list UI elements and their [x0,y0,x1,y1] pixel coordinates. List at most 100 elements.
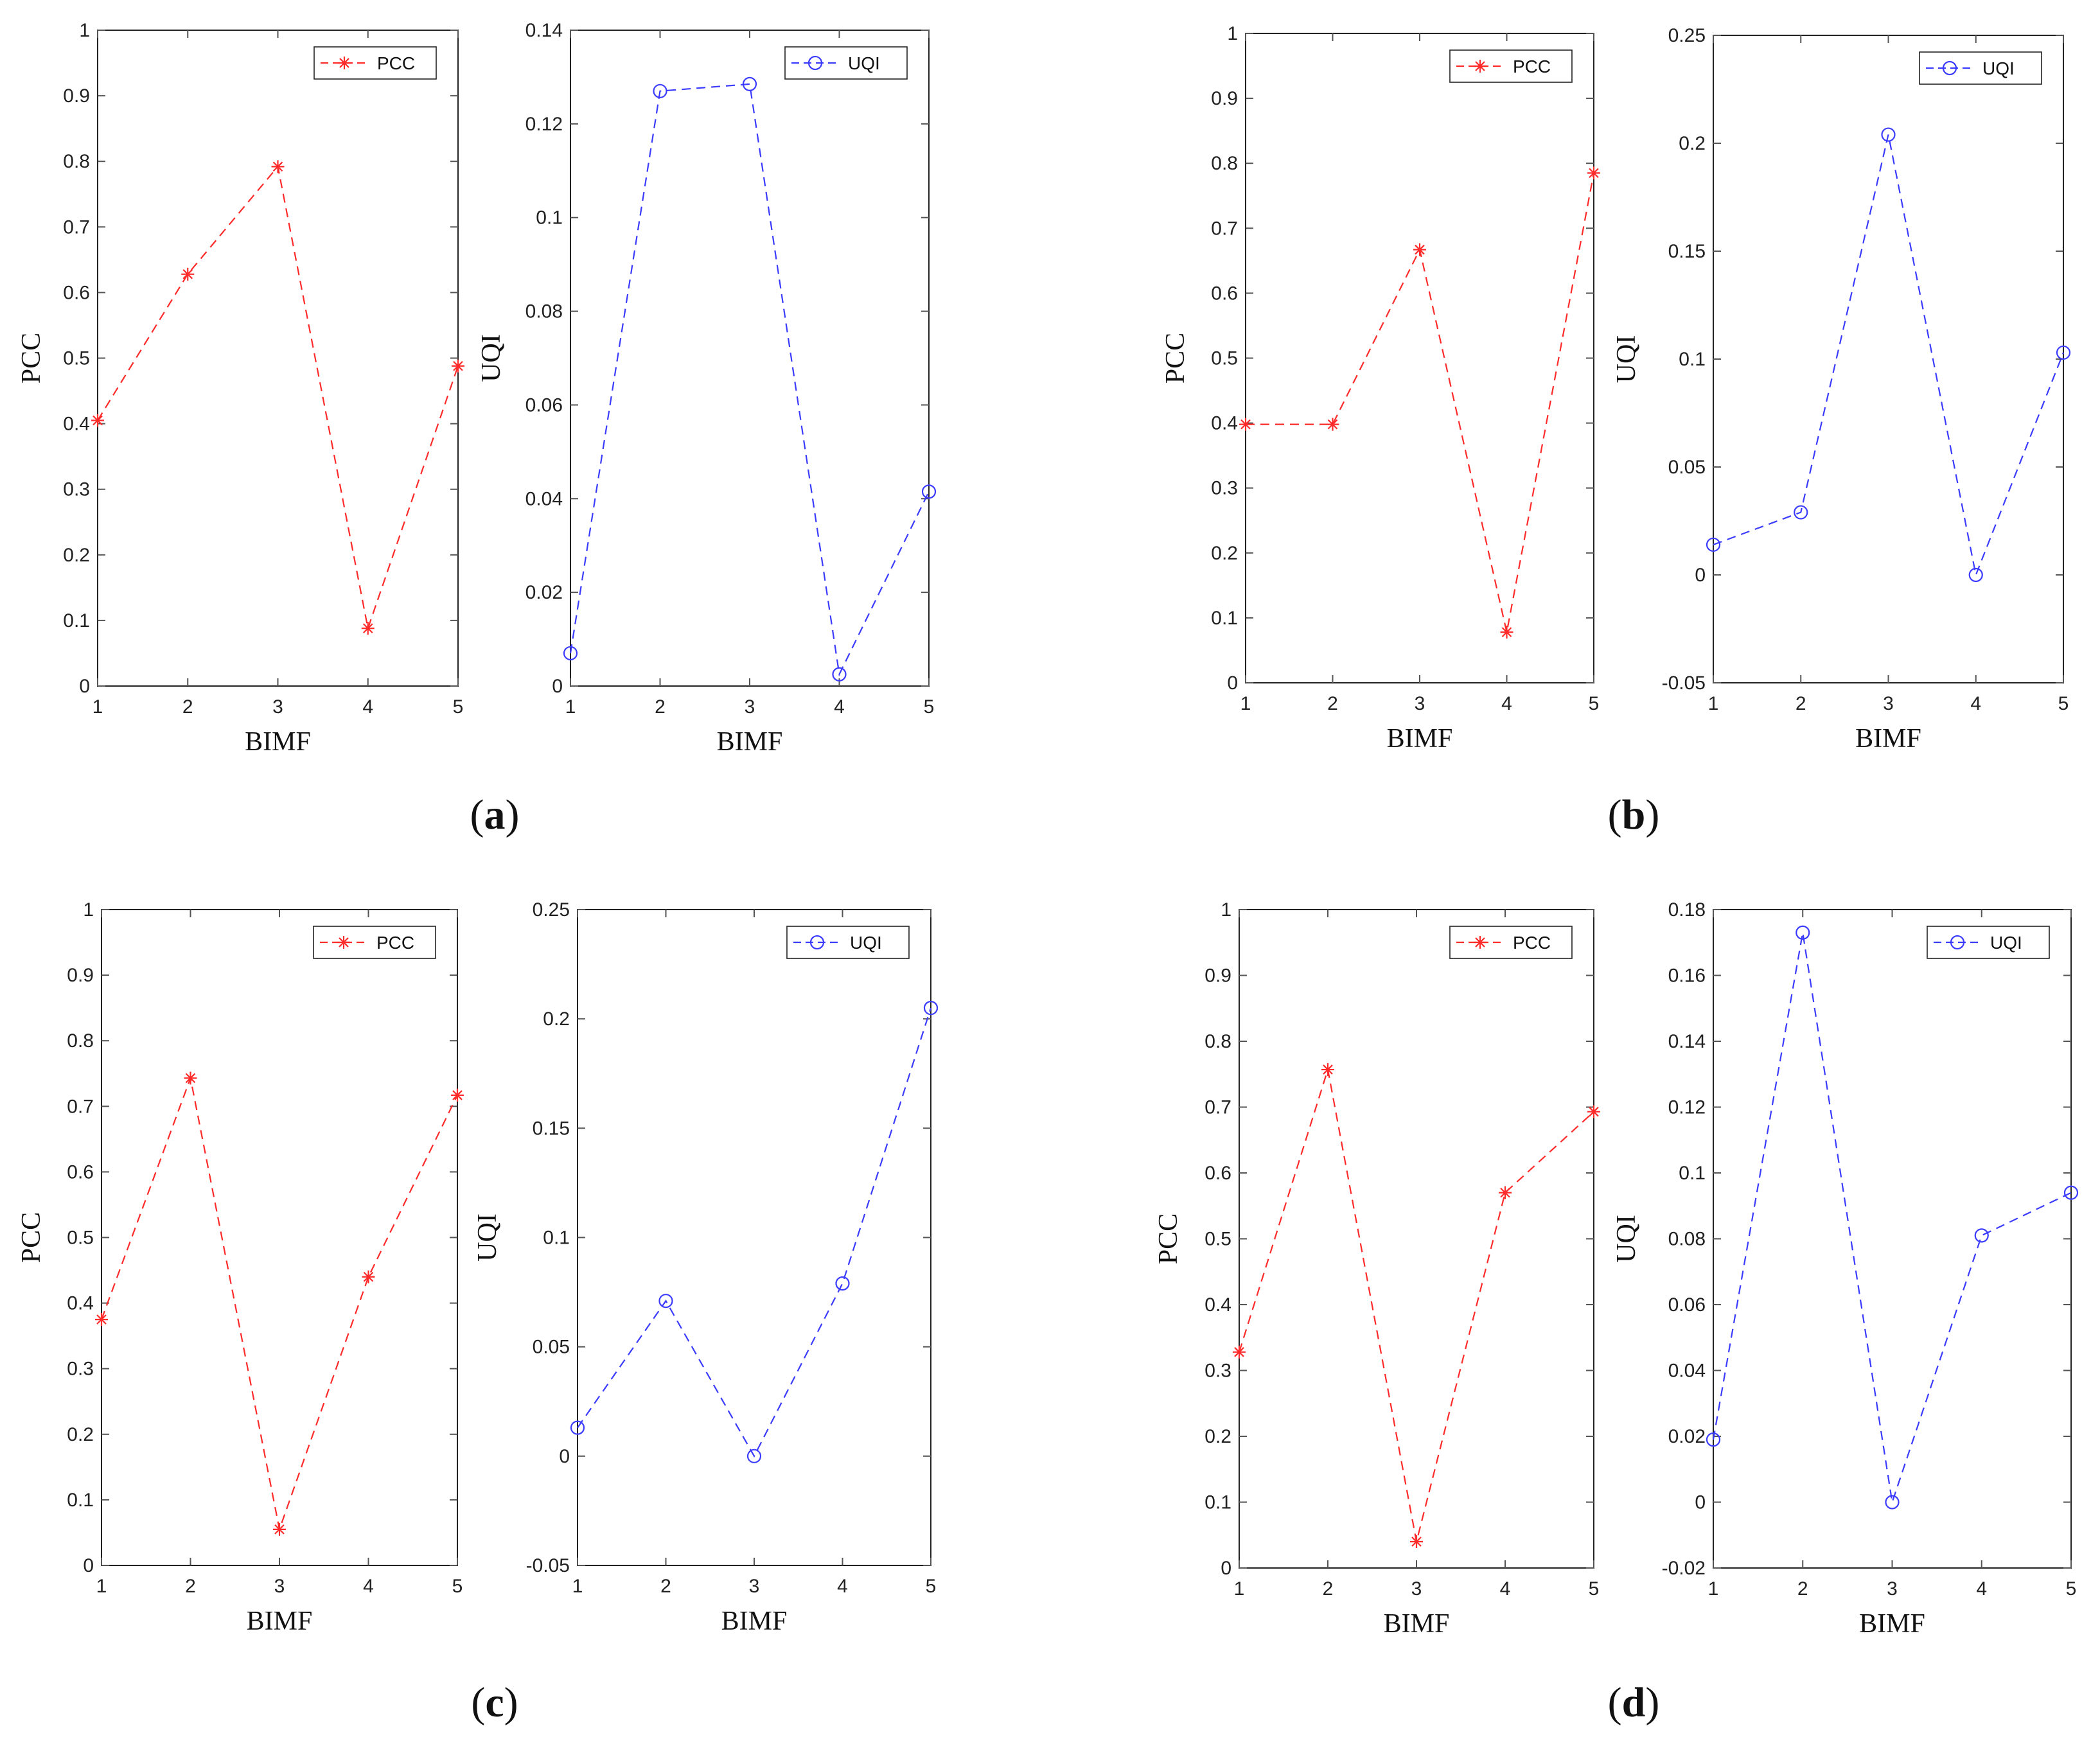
x-tick-label: 1 [93,696,103,718]
series-line-pcc [100,1075,458,1533]
legend-label: PCC [376,933,414,953]
data-point [2063,1185,2079,1200]
data-point [181,267,195,281]
y-tick-label: -0.02 [1662,1558,1706,1579]
x-tick-label: 2 [1796,693,1806,714]
x-tick-label: 4 [834,696,845,718]
x-tick-label: 4 [1501,693,1512,714]
legend-marker [1474,60,1487,73]
x-tick-label: 4 [1976,1578,1987,1599]
legend: PCC [1449,49,1573,83]
star-stroke [1415,244,1425,255]
star-stroke [93,415,103,426]
x-tick-label: 4 [363,1576,374,1597]
y-tick-label: 0 [552,676,563,697]
star-stroke [1589,1106,1599,1117]
data-point [1968,567,1983,583]
chart-d-uqi: -0.02 0 0.02 0.04 0.06 0.08 0.1 0.12 0.14 0.16 0.1… [1612,899,2079,1639]
x-tick-label: 3 [272,696,283,718]
data-point [91,414,104,427]
star-stroke [274,1524,285,1535]
y-axis-title: PCC [17,1212,46,1263]
panel-label-d: (d) [1608,1679,1660,1726]
y-tick-label: 0.16 [1668,965,1706,987]
y-tick-label: 1 [1221,899,1231,920]
y-tick-label: 0.5 [67,1228,94,1249]
y-tick-label: 0.6 [67,1161,94,1183]
series-line-uqi [1712,932,2072,1502]
chart-d-pcc: 0 0.1 0.2 0.3 0.4 0.5 0.6 0.7 0.8 0.9 1 1 2 3 4 5 BIMF PC… [1154,899,1600,1639]
y-tick-label: 0.5 [1204,1229,1231,1250]
data-point [1587,1105,1600,1118]
data-point [1794,505,1808,520]
chart-c-pcc: 0 0.1 0.2 0.3 0.4 0.5 0.6 0.7 0.8 0.9 1 1 2 3 4 5 BIMF PC… [17,899,464,1636]
y-tick-label: 0.4 [1204,1294,1231,1316]
y-tick-label: 0.6 [63,282,90,303]
legend-box [313,46,437,80]
legend-box [1449,49,1573,83]
data-point [1410,1535,1423,1548]
star-stroke [272,161,283,172]
x-axis-title: BIMF [247,1607,313,1636]
plot-frame [1713,909,2072,1569]
y-tick-label: 0.06 [525,394,563,416]
x-axis-title: BIMF [721,1607,788,1636]
y-tick-label: 0.8 [1204,1031,1231,1052]
x-tick-label: 3 [749,1576,760,1597]
legend-marker [337,936,350,949]
y-tick-label: 0.1 [1204,1492,1231,1513]
data-point [184,1071,197,1085]
legend: PCC [1449,926,1573,959]
y-tick-label: 0.1 [1679,1163,1706,1184]
y-tick-label: 1 [1227,23,1238,44]
legend-label: PCC [377,53,415,73]
y-tick-label: 0.5 [1211,348,1238,369]
legend: PCC [313,926,436,959]
y-tick-label: 0.9 [1211,88,1238,109]
legend-marker [807,55,823,71]
y-tick-label: 0.02 [525,582,563,603]
legend-box [1919,51,2042,85]
star-stroke [1323,1064,1333,1075]
x-tick-label: 2 [1323,1578,1334,1599]
y-tick-label: 0.18 [1668,899,1706,920]
data-point [1321,1063,1334,1077]
data-point [451,1088,464,1102]
y-tick-label: 0 [559,1446,570,1467]
data-point [1881,127,1896,142]
data-point [1706,537,1721,552]
y-tick-label: 0.02 [1668,1426,1706,1447]
y-axis-title: UQI [473,1213,502,1262]
y-tick-label: 1 [83,899,94,920]
panel-label-b: (b) [1608,791,1660,838]
y-tick-label: 0 [1695,565,1706,586]
legend-marker [809,935,825,950]
legend-box [1449,926,1573,959]
x-tick-label: 1 [565,696,576,718]
y-tick-label: 0.14 [525,20,563,41]
data-point [362,1270,375,1283]
y-tick-label: 0.06 [1668,1294,1706,1316]
x-axis-title: BIMF [245,727,311,757]
y-tick-label: 0.2 [63,545,90,566]
plot-frame [1713,35,2064,683]
x-tick-label: 5 [453,696,464,718]
data-point [95,1313,108,1326]
legend: UQI [1927,926,2050,959]
panel-label-c: (c) [471,1679,518,1726]
star-stroke [1501,627,1512,637]
x-tick-label: 2 [182,696,193,718]
y-axis-title: UQI [477,334,506,382]
data-point [1499,1186,1512,1199]
y-tick-label: 0.4 [67,1293,94,1314]
y-axis-title: PCC [1161,333,1190,383]
legend-marker [1950,935,1965,950]
x-tick-label: 5 [2058,693,2069,714]
data-point [1885,1495,1900,1510]
data-point [658,1294,673,1308]
data-point [2056,345,2071,360]
star-stroke [1411,1537,1422,1547]
star-stroke [363,1271,374,1282]
y-axis-title: UQI [1612,335,1641,383]
plot-frame [577,909,931,1566]
